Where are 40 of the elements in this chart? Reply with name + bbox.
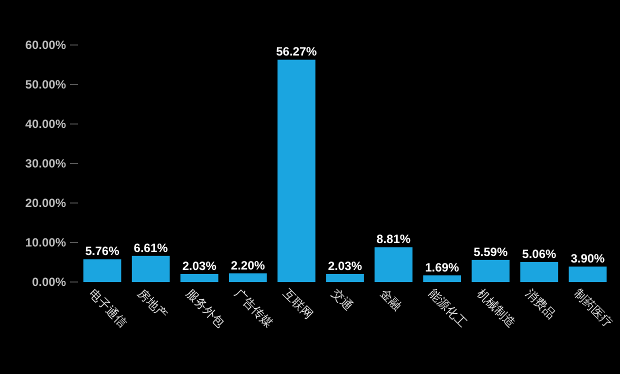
bar bbox=[568, 266, 607, 282]
y-tick-label: 30.00% bbox=[25, 156, 66, 170]
bar bbox=[520, 262, 558, 282]
y-tick-label: 50.00% bbox=[25, 78, 66, 92]
bar bbox=[180, 274, 218, 282]
bar bbox=[472, 260, 510, 282]
x-tick-label: 能源化工 bbox=[426, 286, 470, 330]
x-tick-label: 电子通信 bbox=[86, 286, 130, 330]
data-label: 3.90% bbox=[570, 252, 606, 266]
data-label: 5.59% bbox=[474, 244, 508, 259]
data-label: 2.03% bbox=[182, 258, 217, 273]
data-label: 2.20% bbox=[230, 258, 266, 272]
x-tick-label: 金融 bbox=[377, 286, 404, 314]
bar bbox=[83, 259, 122, 282]
x-tick-label: 服务外包 bbox=[183, 286, 228, 330]
x-tick-label: 交通 bbox=[328, 286, 356, 314]
data-label: 1.69% bbox=[425, 260, 460, 274]
x-tick-label: 机械制造 bbox=[474, 286, 518, 330]
data-label: 8.81% bbox=[376, 232, 411, 246]
bar bbox=[374, 247, 412, 282]
y-tick-label: 0.00% bbox=[32, 275, 66, 289]
x-tick-label: 消费品 bbox=[523, 286, 558, 322]
bar bbox=[132, 256, 170, 282]
data-label: 2.03% bbox=[328, 258, 362, 273]
data-label: 56.27% bbox=[276, 44, 318, 59]
x-tick-label: 广告传媒 bbox=[232, 286, 276, 330]
bar bbox=[228, 273, 267, 282]
data-label: 5.06% bbox=[522, 247, 557, 262]
x-tick-label: 互联网 bbox=[280, 286, 316, 322]
y-tick-label: 10.00% bbox=[25, 236, 66, 250]
bar bbox=[423, 275, 462, 282]
y-tick-label: 20.00% bbox=[25, 196, 66, 210]
x-tick-label: 制药医疗 bbox=[572, 286, 616, 330]
data-label: 5.76% bbox=[85, 244, 120, 258]
bar bbox=[326, 274, 364, 282]
y-tick-label: 60.00% bbox=[25, 38, 66, 52]
bar bbox=[278, 60, 316, 282]
y-tick-label: 40.00% bbox=[25, 117, 66, 131]
x-tick-label: 房地产 bbox=[134, 286, 170, 322]
data-label: 6.61% bbox=[134, 240, 168, 255]
